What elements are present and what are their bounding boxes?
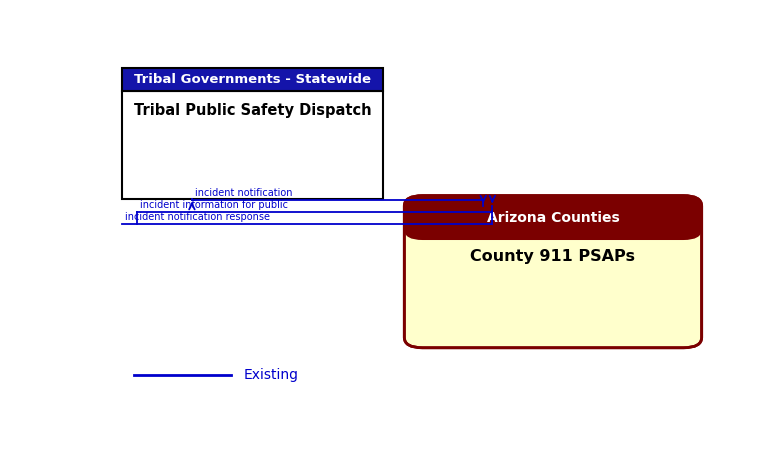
FancyBboxPatch shape xyxy=(404,196,702,240)
Text: Tribal Public Safety Dispatch: Tribal Public Safety Dispatch xyxy=(134,103,371,118)
Text: incident notification: incident notification xyxy=(195,188,293,198)
Text: incident notification response: incident notification response xyxy=(125,212,270,222)
Text: Tribal Governments - Statewide: Tribal Governments - Statewide xyxy=(134,73,371,86)
FancyBboxPatch shape xyxy=(404,196,702,348)
Bar xyxy=(122,91,383,199)
Bar xyxy=(122,68,383,91)
Bar xyxy=(423,217,684,229)
Text: County 911 PSAPs: County 911 PSAPs xyxy=(471,249,636,264)
Text: incident information for public: incident information for public xyxy=(140,200,288,210)
Text: Arizona Counties: Arizona Counties xyxy=(486,211,619,225)
Text: Existing: Existing xyxy=(244,369,298,383)
